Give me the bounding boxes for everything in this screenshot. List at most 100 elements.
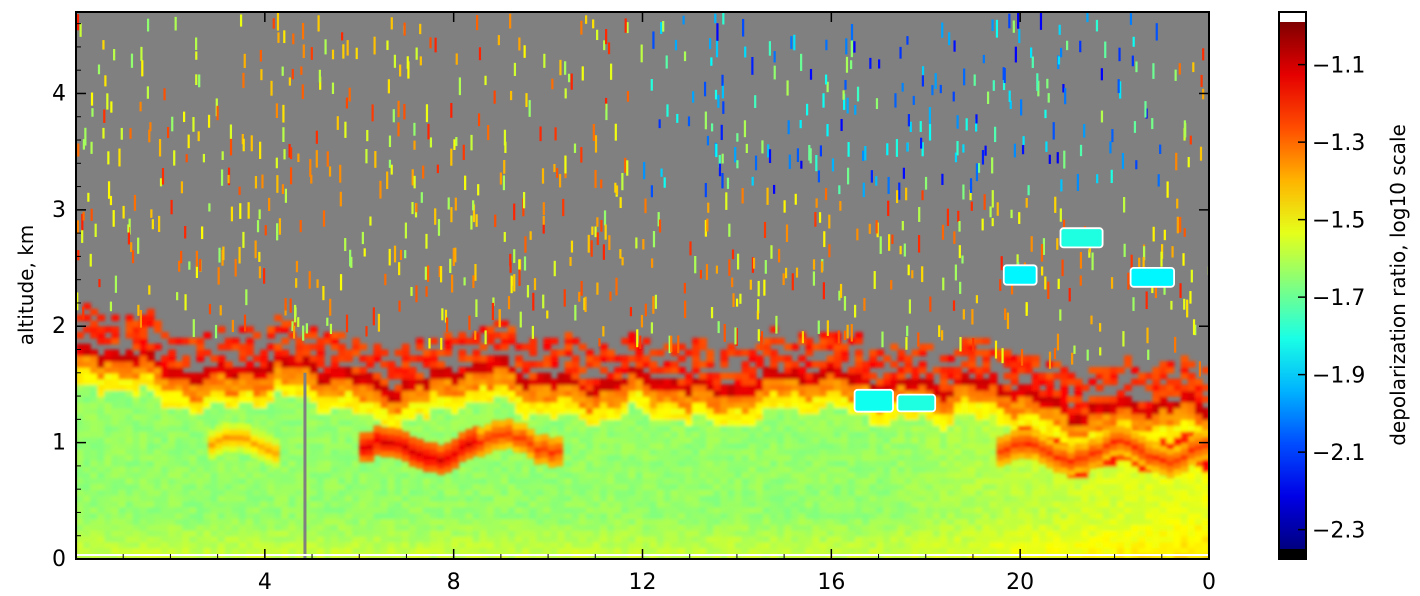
heat-cell <box>210 547 219 554</box>
heat-cell <box>854 361 863 368</box>
heat-cell <box>451 465 460 473</box>
heat-cell <box>330 401 339 409</box>
heat-cell <box>649 366 658 374</box>
heat-cell <box>741 448 750 456</box>
heat-cell <box>1010 518 1019 525</box>
heat-cell <box>345 535 353 543</box>
heat-cell <box>267 541 276 549</box>
heat-cell <box>522 483 530 490</box>
heat-cell <box>840 372 849 380</box>
heat-cell <box>430 547 438 554</box>
heat-cell <box>571 471 580 479</box>
heat-cell <box>458 425 467 432</box>
heat-cell <box>578 413 587 421</box>
heat-cell <box>245 512 254 520</box>
heat-cell <box>182 337 191 345</box>
heat-cell <box>522 512 530 520</box>
heat-cell <box>118 535 127 543</box>
heat-cell <box>840 547 849 554</box>
heat-cell <box>493 518 502 525</box>
heat-cell <box>217 396 226 403</box>
heat-cell <box>168 483 176 490</box>
heat-cell <box>1039 494 1047 502</box>
heat-cell <box>359 343 368 351</box>
heat-cell <box>309 489 318 496</box>
heat-cell <box>168 349 176 357</box>
heat-cell <box>380 541 389 549</box>
heat-cell <box>245 518 254 525</box>
heat-cell <box>500 471 509 479</box>
heat-cell <box>493 366 502 374</box>
heat-cell <box>663 454 672 461</box>
heat-cell <box>175 407 184 415</box>
heat-cell <box>982 390 991 397</box>
heat-cell <box>472 460 481 467</box>
heat-cell <box>444 332 453 339</box>
heat-cell <box>515 465 523 473</box>
heat-cell <box>975 425 984 432</box>
heat-cell <box>76 314 84 322</box>
heat-cell <box>394 413 403 421</box>
heat-cell <box>189 454 198 461</box>
heat-cell <box>578 553 587 559</box>
heat-cell <box>274 483 283 490</box>
heat-cell <box>869 541 877 549</box>
heat-cell <box>281 436 290 444</box>
heat-cell <box>649 483 658 490</box>
heat-cell <box>97 494 106 502</box>
heat-cell <box>798 524 807 531</box>
heat-cell <box>734 454 743 461</box>
heat-cell <box>1074 553 1083 559</box>
heat-cell <box>600 547 608 554</box>
heat-cell <box>684 419 693 426</box>
heat-cell <box>890 471 899 479</box>
heat-cell <box>408 419 417 426</box>
heat-cell <box>160 454 169 461</box>
heat-cell <box>210 378 219 386</box>
heat-cell <box>592 483 601 490</box>
heat-cell <box>862 512 870 520</box>
heat-cell <box>302 494 311 502</box>
heat-cell <box>125 489 134 496</box>
heat-cell <box>274 361 283 368</box>
heat-cell <box>777 524 785 531</box>
heat-cell <box>323 413 332 421</box>
heat-cell <box>635 436 644 444</box>
heat-cell <box>854 506 863 514</box>
heat-cell <box>316 419 325 426</box>
heat-cell <box>812 372 821 380</box>
heat-cell <box>274 384 283 392</box>
heat-cell <box>557 396 566 403</box>
heat-cell <box>118 471 127 479</box>
heat-cell <box>139 500 148 508</box>
heat-cell <box>791 494 800 502</box>
heat-cell <box>302 390 311 397</box>
heat-cell <box>146 477 155 485</box>
heat-cell <box>507 512 516 520</box>
heat-cell <box>196 535 205 543</box>
heat-cell <box>1039 529 1047 537</box>
heat-cell <box>373 390 382 397</box>
heat-cell <box>862 553 870 559</box>
heat-cell <box>911 425 920 432</box>
heat-cell <box>989 407 998 415</box>
heat-cell <box>607 547 615 554</box>
heat-cell <box>338 413 346 421</box>
heat-cell <box>182 407 191 415</box>
heat-cell <box>670 500 679 508</box>
heat-cell <box>83 430 91 438</box>
heat-cell <box>323 553 332 559</box>
heat-cell <box>260 489 268 496</box>
heat-cell <box>295 524 304 531</box>
heat-cell <box>153 535 162 543</box>
heat-cell <box>1003 483 1012 490</box>
heat-cell <box>557 477 566 485</box>
heat-cell <box>833 524 842 531</box>
heat-cell <box>734 390 743 397</box>
heat-cell <box>592 512 601 520</box>
heat-cell <box>486 524 495 531</box>
heat-cell <box>1060 477 1069 485</box>
heat-cell <box>769 425 778 432</box>
heat-cell <box>104 378 113 386</box>
heat-cell <box>160 396 169 403</box>
